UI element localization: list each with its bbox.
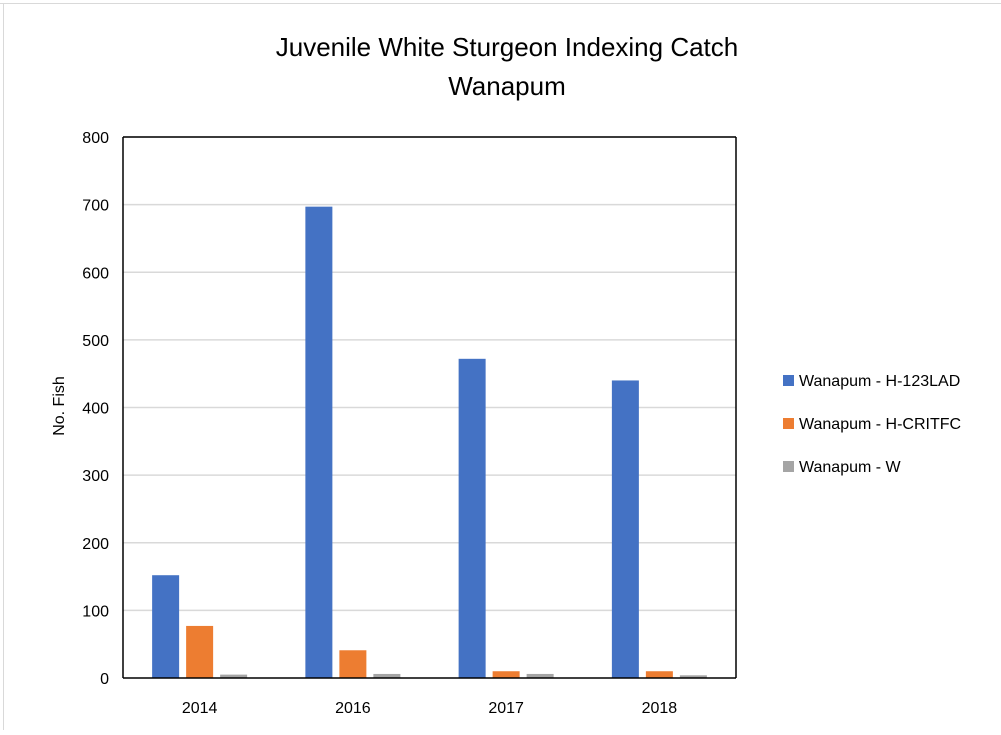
chart-frame-left: [3, 3, 4, 730]
y-tick-label-600: 600: [82, 265, 109, 282]
bar-2017-series-2: [492, 671, 520, 678]
legend: Wanapum - H-123LAD Wanapum - H-CRITFC Wana…: [783, 373, 961, 476]
legend-label-1: Wanapum - H-123LAD: [799, 373, 960, 390]
bar-2018-series-2: [645, 671, 673, 678]
legend-swatch-2: [783, 418, 794, 429]
chart-title: Juvenile White Sturgeon Indexing Catch: [276, 32, 739, 62]
y-tick-label-400: 400: [82, 401, 109, 418]
bar-2017-series-1: [458, 358, 486, 678]
x-axis-categories: 2014 2016 2017 2018: [182, 700, 677, 717]
chart-subtitle: Wanapum: [448, 71, 566, 101]
chart-frame-top: [0, 3, 1001, 4]
x-tick-label-2016: 2016: [335, 700, 371, 717]
y-tick-label-700: 700: [82, 198, 109, 215]
bar-2014-series-3: [220, 674, 248, 678]
bar-2014-series-1: [152, 575, 180, 678]
bar-2017-series-3: [526, 673, 554, 678]
x-tick-label-2017: 2017: [488, 700, 524, 717]
legend-swatch-1: [783, 375, 794, 386]
y-tick-label-300: 300: [82, 468, 109, 485]
bars: [152, 206, 707, 678]
bar-2016-series-3: [373, 673, 401, 678]
bar-2016-series-2: [339, 650, 367, 678]
bar-2014-series-2: [186, 625, 214, 678]
bar-2018-series-3: [679, 675, 707, 678]
legend-label-2: Wanapum - H-CRITFC: [799, 416, 961, 433]
y-axis-ticks: 0 100 200 300 400 500 600 700 800: [82, 130, 109, 688]
x-tick-label-2014: 2014: [182, 700, 218, 717]
y-axis-label: No. Fish: [51, 376, 68, 436]
y-tick-label-0: 0: [100, 671, 109, 688]
y-tick-label-500: 500: [82, 333, 109, 350]
y-tick-label-800: 800: [82, 130, 109, 147]
y-tick-label-200: 200: [82, 536, 109, 553]
x-tick-label-2018: 2018: [642, 700, 678, 717]
legend-label-3: Wanapum - W: [799, 459, 902, 476]
bar-2016-series-1: [305, 206, 333, 678]
plot-frame: [122, 136, 737, 679]
gridlines: [123, 136, 736, 612]
y-tick-label-100: 100: [82, 603, 109, 620]
legend-swatch-3: [783, 461, 794, 472]
bar-2018-series-1: [611, 380, 639, 678]
